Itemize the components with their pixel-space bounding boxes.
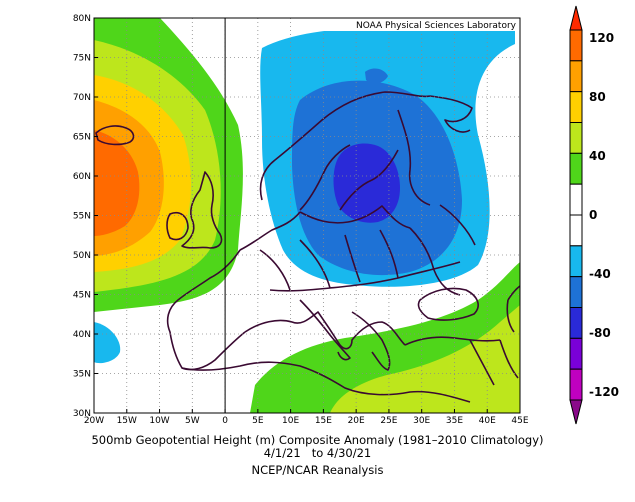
lat-tick-label: 60N (73, 172, 91, 182)
lat-tick-label: 30N (73, 409, 91, 419)
north-africa-coast (181, 361, 471, 403)
lon-tick-label: 5E (252, 416, 264, 426)
colorbar-swatch (569, 245, 583, 278)
lon-tick-label: 35E (446, 416, 463, 426)
finland-russia-border (397, 109, 431, 206)
contour-neg-20-small-east (365, 68, 388, 84)
balkans-greece (351, 311, 391, 371)
colorbar: 120 80 40 0 -40 -80 -120 (569, 5, 619, 425)
axis-ticks: 20W 15W 10W 5W 0 5E 10E 15E 20E 25E 30E 35E 40E 45E 80… (73, 14, 529, 426)
colorbar-label: 80 (589, 90, 606, 104)
lon-tick-label: 15E (315, 416, 332, 426)
kola-white-sea (429, 95, 473, 133)
lon-tick-label: 45E (511, 416, 528, 426)
figure-caption-date-range: 4/1/21 to 4/30/21 (263, 446, 372, 460)
lon-tick-label: 15W (117, 416, 137, 426)
lon-tick-label: 20E (348, 416, 365, 426)
colorbar-swatch (569, 152, 583, 185)
lon-tick-label: 5W (185, 416, 200, 426)
lat-tick-label: 70N (73, 93, 91, 103)
lon-tick-label: 0 (222, 416, 228, 426)
lat-tick-label: 80N (73, 14, 91, 24)
contour-neg-20-west-blob (94, 322, 121, 364)
lat-tick-label: 50N (73, 251, 91, 261)
colorbar-swatch (569, 122, 583, 154)
colorbar-swatch (569, 91, 583, 123)
lon-tick-label: 10W (149, 416, 169, 426)
turkey-coast (404, 336, 501, 346)
norway-coast (259, 91, 431, 201)
lat-tick-label: 65N (73, 133, 91, 143)
baltic-coast (299, 205, 411, 229)
lat-tick-label: 45N (73, 291, 91, 301)
colorbar-swatch (569, 307, 583, 339)
north-sea-continental-coast (239, 211, 301, 251)
colorbar-bottom-arrow (569, 399, 583, 425)
colorbar-swatch (569, 60, 583, 93)
southern-positive-contours (250, 262, 520, 413)
lon-tick-label: 40E (479, 416, 496, 426)
lat-tick-label: 55N (73, 212, 91, 222)
colorbar-label: -120 (589, 385, 619, 399)
positive-anomaly-contours (94, 18, 243, 312)
ireland-outline (166, 212, 189, 241)
lat-tick-label: 75N (73, 54, 91, 64)
colorbar-swatch (569, 29, 583, 62)
lon-tick-label: 20W (84, 416, 104, 426)
coastlines-and-borders (95, 91, 520, 403)
british-isles-outline (181, 171, 223, 249)
scandinavia-interior (299, 144, 399, 211)
lon-tick-label: 25E (380, 416, 397, 426)
colorbar-top-arrow (569, 5, 583, 31)
france-iberia-coast (166, 249, 246, 371)
contour-100 (94, 130, 140, 236)
lon-tick-label: 30E (413, 416, 430, 426)
colorbar-swatch (569, 214, 583, 247)
mediterranean-north-coast (244, 311, 406, 350)
colorbar-label: -40 (589, 267, 611, 281)
figure-caption-source: NCEP/NCAR Reanalysis (251, 463, 384, 477)
colorbar-swatch (569, 368, 583, 401)
contour-south-40 (330, 305, 520, 413)
credit-box (310, 18, 520, 31)
lon-tick-label: 10E (282, 416, 299, 426)
colorbar-label: 0 (589, 208, 597, 222)
lat-tick-label: 40N (73, 330, 91, 340)
colorbar-swatch (569, 276, 583, 308)
black-sea-outline (417, 287, 479, 321)
figure-caption-line-1: 500mb Geopotential Height (m) Composite … (91, 433, 544, 447)
colorbar-label: 40 (589, 149, 606, 163)
map-panel: NOAA Physical Sciences Laboratory (94, 18, 520, 413)
central-europe-borders (259, 229, 461, 292)
map-grid (94, 18, 520, 413)
eastern-europe-borders (409, 204, 476, 296)
credit-text: NOAA Physical Sciences Laboratory (356, 21, 517, 31)
colorbar-swatch (569, 337, 583, 370)
italy-outline (299, 299, 351, 361)
iceland-outline (95, 125, 135, 146)
middle-east-borders (469, 339, 519, 386)
lat-tick-label: 35N (73, 370, 91, 380)
colorbar-swatch (569, 183, 583, 216)
colorbar-label: -80 (589, 326, 611, 340)
colorbar-label: 120 (589, 31, 614, 45)
